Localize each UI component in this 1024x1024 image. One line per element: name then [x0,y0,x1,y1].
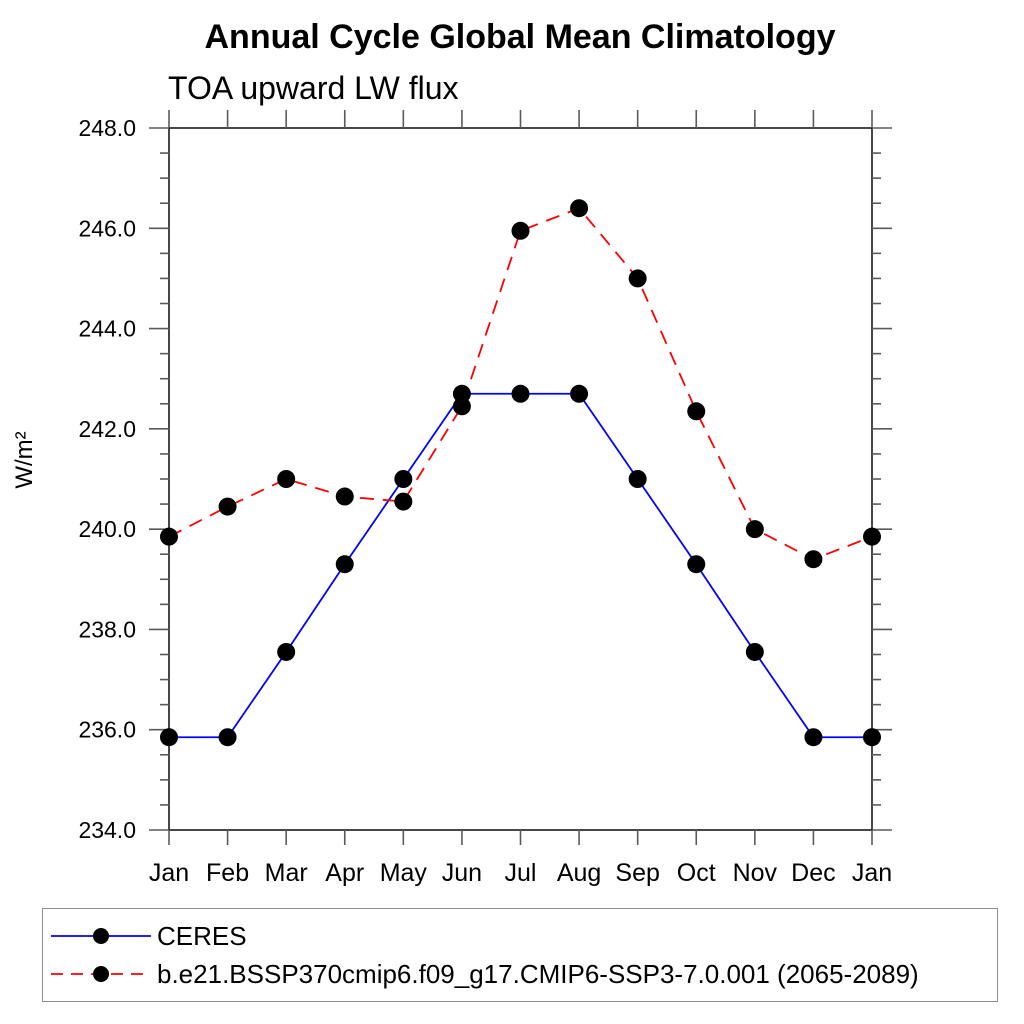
x-tick-label: Jun [442,859,482,887]
series-line-1 [168,207,873,561]
x-tick-label: Dec [791,859,835,887]
x-tick-label: Jan [149,859,189,887]
y-tick-label: 246.0 [78,215,136,241]
x-tick-label: Mar [265,859,308,887]
y-tick-label: 248.0 [78,115,136,141]
x-tick-label: Feb [206,859,249,887]
series-marker [511,384,530,403]
x-tick-label: Oct [677,859,716,887]
legend-label-model: b.e21.BSSP370cmip6.f09_g17.CMIP6-SSP3-7.… [157,958,919,989]
series-marker [160,527,178,546]
series-marker [745,642,764,661]
legend-item-model: b.e21.BSSP370cmip6.f09_g17.CMIP6-SSP3-7.… [49,955,997,993]
y-tick-label: 242.0 [78,416,136,442]
legend-box: CERES b.e21.BSSP370cmip6.f09_g17.CMIP6-S… [42,908,998,1002]
legend-item-ceres: CERES [49,917,997,955]
series-marker [863,728,881,747]
x-tick-label: Sep [615,859,659,887]
series-marker [570,199,589,218]
y-tick-label: 236.0 [78,717,136,743]
series-marker [218,728,237,747]
series-marker [277,642,296,661]
x-tick-label: May [380,859,428,887]
x-tick-label: Aug [557,859,601,887]
chart-subtitle: TOA upward LW flux [168,70,458,106]
legend-marker-sample [93,966,109,982]
series-marker [452,397,471,416]
series-marker [570,384,589,403]
y-tick-label: 234.0 [78,817,136,843]
x-tick-label: Apr [325,859,364,887]
series-marker [335,555,354,574]
chart-title: Annual Cycle Global Mean Climatology [205,18,836,56]
legend-marker-sample [93,928,109,944]
series-marker [394,492,413,511]
series-marker [863,527,881,546]
series-marker [687,402,706,421]
legend-label-ceres: CERES [157,920,247,951]
plot-layer: Jan Feb Mar Apr May Jun Jul Aug Sep Oct Nov Dec Jan 2… [78,110,892,887]
series-marker [804,728,823,747]
y-tick-label: 244.0 [78,316,136,342]
legend-line-model-icon [51,966,151,982]
series-marker [511,221,530,240]
x-tick-label: Jan [852,859,892,887]
series-marker [218,497,237,516]
y-axis-label: W/m² [11,431,38,488]
legend-line-ceres-icon [51,928,151,944]
series-marker [335,487,354,506]
y-tick-label: 240.0 [78,516,136,542]
series-marker [628,269,647,288]
series-marker [394,470,413,488]
series-line-0 [169,392,872,739]
series-marker [160,728,178,747]
series-marker [745,520,764,539]
x-tick-label: Jul [505,859,537,887]
y-tick-label: 238.0 [78,616,136,642]
series-marker [687,555,706,574]
series-marker [277,470,296,488]
x-tick-label: Nov [733,859,778,887]
series-marker [804,550,823,569]
series-marker [452,384,471,403]
series-marker [628,470,647,488]
